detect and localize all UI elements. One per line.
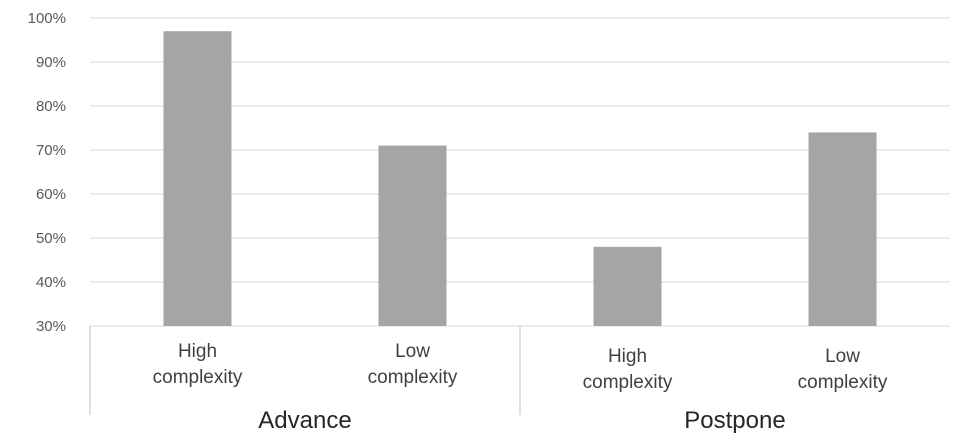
bar <box>163 31 232 326</box>
bar <box>593 246 662 326</box>
gridlines <box>90 17 950 327</box>
y-tick-label: 100% <box>28 10 66 27</box>
y-tick-label: 70% <box>36 142 66 159</box>
x-category-label: High complexity <box>153 341 243 388</box>
y-tick-label: 30% <box>36 318 66 335</box>
y-axis: 30% 40% 50% 60% 70% 80% 90% 100% <box>28 10 66 335</box>
y-tick-label: 50% <box>36 230 66 247</box>
x-category-label: Low complexity <box>798 346 888 393</box>
y-tick-label: 40% <box>36 274 66 291</box>
y-tick-label: 90% <box>36 54 66 71</box>
y-tick-label: 60% <box>36 186 66 203</box>
x-axis: High complexity Low complexity Advance High co… <box>89 326 888 433</box>
x-group-label: Advance <box>258 407 351 433</box>
bar <box>378 145 447 326</box>
x-group-label: Postpone <box>684 407 785 433</box>
x-category-label: Low complexity <box>368 341 458 388</box>
bars <box>163 31 877 326</box>
bar <box>808 132 877 326</box>
x-category-label: High complexity <box>583 346 673 393</box>
y-tick-label: 80% <box>36 98 66 115</box>
